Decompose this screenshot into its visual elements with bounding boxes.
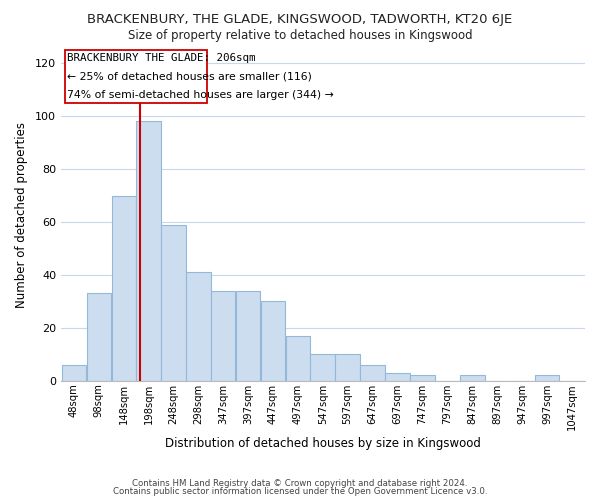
Bar bbox=[260, 302, 285, 381]
Bar bbox=[236, 291, 260, 381]
Bar bbox=[86, 294, 111, 381]
Bar bbox=[161, 224, 186, 381]
Text: BRACKENBURY, THE GLADE, KINGSWOOD, TADWORTH, KT20 6JE: BRACKENBURY, THE GLADE, KINGSWOOD, TADWO… bbox=[88, 12, 512, 26]
X-axis label: Distribution of detached houses by size in Kingswood: Distribution of detached houses by size … bbox=[165, 437, 481, 450]
Text: Size of property relative to detached houses in Kingswood: Size of property relative to detached ho… bbox=[128, 29, 472, 42]
Bar bbox=[136, 122, 161, 381]
Text: 74% of semi-detached houses are larger (344) →: 74% of semi-detached houses are larger (… bbox=[67, 90, 334, 100]
Bar bbox=[310, 354, 335, 381]
Bar bbox=[62, 365, 86, 381]
Text: ← 25% of detached houses are smaller (116): ← 25% of detached houses are smaller (11… bbox=[67, 71, 312, 81]
FancyBboxPatch shape bbox=[65, 50, 207, 103]
Bar bbox=[460, 376, 485, 381]
Bar bbox=[361, 365, 385, 381]
Bar bbox=[187, 272, 211, 381]
Bar bbox=[211, 291, 235, 381]
Text: Contains public sector information licensed under the Open Government Licence v3: Contains public sector information licen… bbox=[113, 487, 487, 496]
Bar bbox=[410, 376, 434, 381]
Text: Contains HM Land Registry data © Crown copyright and database right 2024.: Contains HM Land Registry data © Crown c… bbox=[132, 478, 468, 488]
Bar bbox=[112, 196, 136, 381]
Y-axis label: Number of detached properties: Number of detached properties bbox=[15, 122, 28, 308]
Bar bbox=[385, 373, 410, 381]
Text: BRACKENBURY THE GLADE: 206sqm: BRACKENBURY THE GLADE: 206sqm bbox=[67, 52, 256, 62]
Bar bbox=[335, 354, 360, 381]
Bar bbox=[286, 336, 310, 381]
Bar bbox=[535, 376, 559, 381]
